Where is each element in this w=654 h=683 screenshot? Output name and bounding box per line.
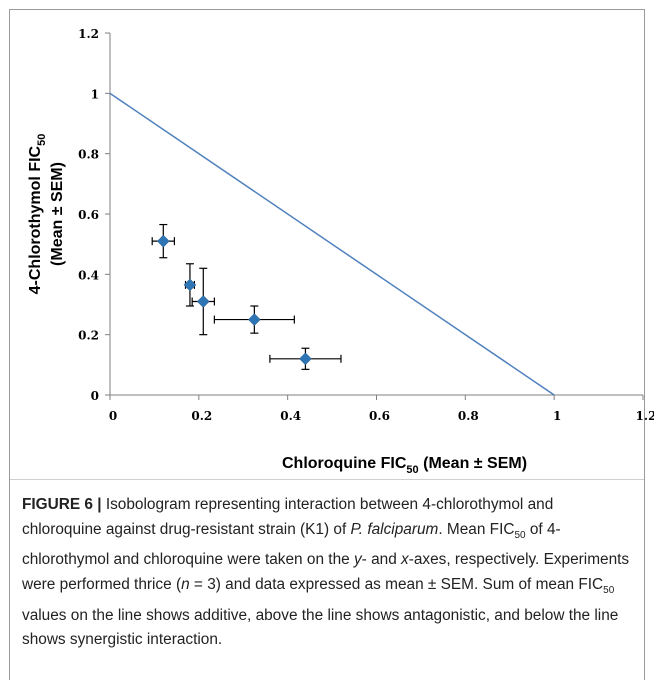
data-point-diamond bbox=[248, 313, 261, 326]
y-axis-label: 4-Chlorothymol FIC50 bbox=[27, 134, 48, 295]
y-tick-label: 1 bbox=[91, 87, 99, 101]
data-point-diamond bbox=[183, 278, 197, 292]
y-tick-label: 0.2 bbox=[78, 329, 99, 343]
x-axis-label: Chloroquine FIC50 (Mean ± SEM) bbox=[282, 455, 527, 476]
x-tick-label: 0 bbox=[109, 409, 117, 423]
figure-caption: FIGURE 6 | Isobologram representing inte… bbox=[22, 496, 630, 649]
data-point-diamond bbox=[156, 234, 170, 248]
x-tick-label: 0.6 bbox=[369, 409, 390, 423]
x-tick-label: 0.8 bbox=[458, 409, 479, 423]
x-tick-label: 0.4 bbox=[280, 409, 301, 423]
data-point-diamond bbox=[299, 352, 312, 366]
isobologram-chart: 0 0.2 0.4 0.6 0.8 1 1.2 0 0.2 0.4 0.6 0.8 1 1.2 Chloro… bbox=[27, 27, 654, 476]
y-tick-label: 0.8 bbox=[78, 148, 99, 162]
x-tick-label: 0.2 bbox=[191, 409, 212, 423]
x-tick-label: 1.2 bbox=[636, 409, 654, 423]
plot-area bbox=[10, 10, 644, 480]
figure-frame bbox=[9, 9, 645, 680]
figure-label: FIGURE 6 | bbox=[22, 496, 102, 513]
y-tick-label: 1.2 bbox=[78, 27, 99, 41]
y-axis-label-line2: (Mean ± SEM) bbox=[49, 162, 66, 266]
y-tick-label: 0.4 bbox=[78, 268, 99, 282]
x-tick-label: 1 bbox=[553, 409, 561, 423]
y-tick-label: 0 bbox=[91, 389, 99, 403]
y-tick-label: 0.6 bbox=[78, 208, 99, 222]
additivity-line bbox=[109, 92, 555, 396]
data-point-diamond bbox=[196, 295, 210, 308]
